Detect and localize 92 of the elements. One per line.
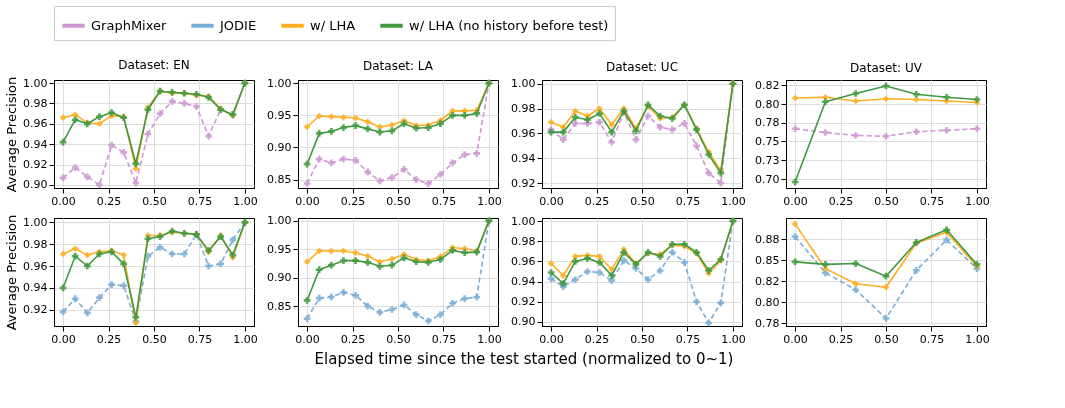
x-tick-label: 0.25 xyxy=(828,332,854,346)
x-tick-label: 0.50 xyxy=(630,332,655,346)
y-tick-label: 0.96 xyxy=(23,117,48,131)
legend-label: w/ LHA (no history before test) xyxy=(409,17,609,33)
x-tick-label: 0.50 xyxy=(386,194,411,208)
y-tick-label: 0.90 xyxy=(267,141,292,154)
y-tick-label: 0.85 xyxy=(755,253,780,267)
x-tick-label: 0.00 xyxy=(295,194,320,208)
x-tick-label: 1.00 xyxy=(233,194,258,208)
y-tick-label: 1.00 xyxy=(267,214,292,228)
y-tick-label: 0.98 xyxy=(23,237,48,251)
y-tick-label: 1.00 xyxy=(23,76,48,90)
y-tick-label: 0.98 xyxy=(511,102,536,116)
y-tick-label: 0.92 xyxy=(23,158,48,172)
legend-label: JODIE xyxy=(219,17,257,33)
y-tick-label: 0.96 xyxy=(511,126,536,140)
x-axis-title: Elapsed time since the test started (normalized to 0~1) xyxy=(314,350,734,368)
y-tick-label: 0.90 xyxy=(511,315,536,329)
y-tick-label: 0.92 xyxy=(511,176,536,190)
y-tick-label: 0.90 xyxy=(23,178,48,192)
x-tick-label: 0.25 xyxy=(96,332,122,346)
x-tick-label: 1.00 xyxy=(965,194,990,208)
y-tick-label: 0.85 xyxy=(267,173,292,187)
legend-label: w/ LHA xyxy=(310,17,356,33)
x-tick-label: 0.50 xyxy=(142,332,167,346)
y-tick-label: 0.92 xyxy=(23,303,48,317)
y-tick-label: 0.80 xyxy=(755,295,780,309)
y-tick-label: 1.00 xyxy=(511,77,536,91)
x-tick-label: 0.75 xyxy=(431,194,457,208)
chart-title: Dataset: LA xyxy=(362,59,434,74)
y-tick-label: 0.96 xyxy=(511,254,536,268)
x-tick-label: 1.00 xyxy=(965,332,990,346)
x-tick-label: 0.75 xyxy=(187,332,213,346)
y-axis-title: Average Precision xyxy=(4,76,20,193)
legend-label: GraphMixer xyxy=(91,17,167,33)
x-tick-label: 1.00 xyxy=(477,194,502,208)
x-tick-label: 0.75 xyxy=(675,332,701,346)
y-tick-label: 0.78 xyxy=(755,116,780,130)
y-tick-label: 0.70 xyxy=(755,172,780,186)
x-tick-label: 0.75 xyxy=(675,194,701,208)
y-tick-label: 0.94 xyxy=(23,281,48,295)
x-tick-label: 0.50 xyxy=(874,332,899,346)
y-tick-label: 0.75 xyxy=(755,135,780,148)
x-tick-label: 0.75 xyxy=(919,332,945,346)
x-tick-label: 0.25 xyxy=(340,332,366,346)
x-tick-label: 0.50 xyxy=(142,194,167,208)
y-tick-label: 0.88 xyxy=(755,232,780,246)
y-tick-label: 0.98 xyxy=(511,234,536,248)
y-tick-label: 0.96 xyxy=(23,259,48,273)
y-tick-label: 0.80 xyxy=(755,97,780,111)
y-tick-label: 0.78 xyxy=(755,316,780,330)
x-tick-label: 0.25 xyxy=(828,194,854,208)
x-tick-label: 0.50 xyxy=(874,194,899,208)
x-tick-label: 0.25 xyxy=(584,332,610,346)
x-tick-label: 0.50 xyxy=(386,332,411,346)
y-tick-label: 1.00 xyxy=(267,76,292,90)
x-tick-label: 0.50 xyxy=(630,194,655,208)
x-tick-label: 0.00 xyxy=(539,194,564,208)
y-tick-label: 1.00 xyxy=(511,214,536,228)
x-tick-label: 0.00 xyxy=(51,194,76,208)
y-tick-label: 1.00 xyxy=(23,215,48,229)
x-tick-label: 0.25 xyxy=(340,194,366,208)
y-tick-label: 0.92 xyxy=(511,295,536,309)
x-tick-label: 1.00 xyxy=(233,332,258,346)
y-tick-label: 0.94 xyxy=(23,137,48,151)
y-tick-label: 0.73 xyxy=(755,153,780,167)
x-tick-label: 1.00 xyxy=(721,332,746,346)
chart-title: Dataset: UV xyxy=(850,61,923,76)
y-tick-label: 0.90 xyxy=(267,271,292,285)
y-tick-label: 0.98 xyxy=(23,96,48,110)
y-tick-label: 0.85 xyxy=(267,299,292,313)
x-tick-label: 0.25 xyxy=(96,194,122,208)
x-tick-label: 0.25 xyxy=(584,194,610,208)
y-tick-label: 0.82 xyxy=(755,78,780,92)
y-tick-label: 0.82 xyxy=(755,274,780,288)
x-tick-label: 0.00 xyxy=(295,332,320,346)
x-tick-label: 1.00 xyxy=(721,194,746,208)
y-tick-label: 0.95 xyxy=(267,108,292,122)
chart-title: Dataset: EN xyxy=(118,58,190,73)
x-tick-label: 0.00 xyxy=(539,332,564,346)
x-tick-label: 0.00 xyxy=(783,332,808,346)
y-tick-label: 0.95 xyxy=(267,242,292,256)
y-axis-title: Average Precision xyxy=(4,214,20,331)
y-tick-label: 0.94 xyxy=(511,151,536,165)
x-tick-label: 0.75 xyxy=(431,332,457,346)
chart-title: Dataset: UC xyxy=(605,59,679,74)
x-tick-label: 0.00 xyxy=(51,332,76,346)
y-tick-label: 0.94 xyxy=(511,275,536,289)
x-tick-label: 0.75 xyxy=(919,194,945,208)
x-tick-label: 0.75 xyxy=(187,194,213,208)
x-tick-label: 0.00 xyxy=(783,194,808,208)
x-tick-label: 1.00 xyxy=(477,332,502,346)
